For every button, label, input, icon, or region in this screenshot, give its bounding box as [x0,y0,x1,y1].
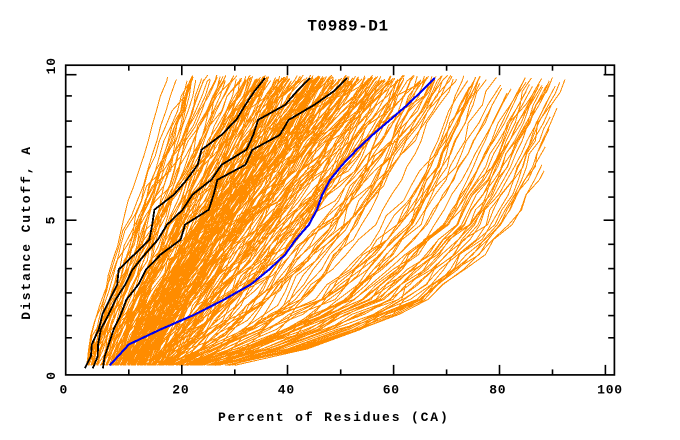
svg-text:T0989-D1: T0989-D1 [307,18,388,36]
svg-text:Distance Cutoff, A: Distance Cutoff, A [19,145,34,320]
svg-text:5: 5 [44,216,59,225]
svg-text:0: 0 [44,371,59,380]
svg-text:Percent of Residues (CA): Percent of Residues (CA) [218,410,450,425]
svg-text:0: 0 [59,382,68,397]
svg-text:80: 80 [489,382,506,397]
svg-text:10: 10 [44,57,59,74]
svg-text:60: 60 [383,382,400,397]
svg-text:100: 100 [597,382,623,397]
svg-text:40: 40 [278,382,295,397]
svg-text:20: 20 [172,382,189,397]
